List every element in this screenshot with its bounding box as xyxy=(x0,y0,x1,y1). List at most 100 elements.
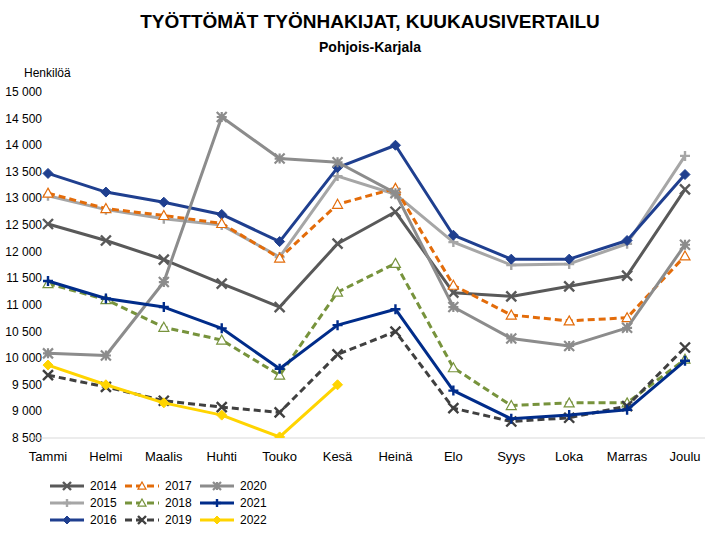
marker xyxy=(680,151,690,161)
marker xyxy=(448,363,458,372)
marker xyxy=(333,287,343,296)
marker xyxy=(564,316,574,325)
series-2022 xyxy=(43,360,343,438)
x-tick-label: Syys xyxy=(497,449,526,464)
series-line xyxy=(48,332,685,422)
marker xyxy=(448,386,458,396)
legend-marker xyxy=(138,499,146,506)
series-line xyxy=(48,281,685,419)
marker xyxy=(159,302,169,312)
marker xyxy=(43,360,53,370)
legend-label: 2022 xyxy=(240,513,267,527)
marker xyxy=(275,252,285,262)
y-tick-label: 13 000 xyxy=(5,191,42,205)
series-2020 xyxy=(43,112,690,360)
marker xyxy=(43,348,53,358)
marker xyxy=(333,199,343,208)
y-axis-label: Henkilöä xyxy=(24,66,71,80)
marker xyxy=(275,253,285,262)
marker xyxy=(101,187,111,197)
y-tick-label: 10 500 xyxy=(5,325,42,339)
legend-marker xyxy=(213,499,221,507)
legend-marker xyxy=(63,516,71,524)
marker xyxy=(622,271,632,281)
marker xyxy=(43,276,53,286)
y-tick-label: 12 000 xyxy=(5,245,42,259)
marker xyxy=(564,341,574,351)
marker xyxy=(680,343,690,353)
marker xyxy=(333,320,343,330)
marker xyxy=(506,414,516,424)
legend-label: 2019 xyxy=(165,513,192,527)
marker xyxy=(101,236,111,246)
x-tick-label: Maalis xyxy=(145,449,183,464)
marker xyxy=(275,302,285,312)
plot-area xyxy=(43,112,690,438)
legend-label: 2018 xyxy=(165,496,192,510)
marker xyxy=(101,204,111,213)
marker xyxy=(390,207,400,217)
marker xyxy=(101,350,111,360)
marker xyxy=(159,210,169,219)
y-tick-label: 15 000 xyxy=(5,85,42,99)
series-line xyxy=(48,263,685,405)
marker xyxy=(159,398,169,408)
marker xyxy=(390,188,400,198)
x-tick-label: Loka xyxy=(555,449,584,464)
y-tick-label: 9 500 xyxy=(12,378,42,392)
y-tick-label: 10 000 xyxy=(5,351,42,365)
marker xyxy=(217,112,227,122)
marker xyxy=(680,184,690,194)
legend-label: 2015 xyxy=(90,496,117,510)
marker xyxy=(43,168,53,178)
y-tick-label: 9 000 xyxy=(12,404,42,418)
marker xyxy=(622,236,632,246)
marker xyxy=(506,401,516,410)
x-axis xyxy=(28,438,705,439)
marker xyxy=(680,240,690,250)
legend-marker xyxy=(63,482,71,490)
marker xyxy=(333,239,343,249)
x-tick-label: Elo xyxy=(444,449,463,464)
marker xyxy=(159,197,169,207)
marker xyxy=(217,323,227,333)
marker xyxy=(333,380,343,390)
x-tick-label: Joulu xyxy=(669,449,700,464)
marker xyxy=(506,254,516,264)
marker xyxy=(680,170,690,180)
tick-mark xyxy=(45,411,48,412)
marker xyxy=(564,254,574,264)
legend-marker xyxy=(138,482,146,489)
marker xyxy=(101,294,111,304)
marker xyxy=(333,349,343,359)
series-line xyxy=(48,156,685,265)
title: TYÖTTÖMÄT TYÖNHAKIJAT, KUUKAUSIVERTAILU xyxy=(140,11,600,32)
tick-mark xyxy=(45,331,48,332)
marker xyxy=(390,304,400,314)
y-tick-label: 13 500 xyxy=(5,165,42,179)
marker xyxy=(275,432,285,438)
series-line xyxy=(48,117,685,355)
marker xyxy=(448,403,458,413)
marker xyxy=(275,364,285,374)
y-tick-label: 11 500 xyxy=(6,271,42,285)
legend-marker xyxy=(63,499,71,507)
marker xyxy=(275,237,285,247)
marker xyxy=(101,380,111,390)
y-tick-label: 14 500 xyxy=(5,112,42,126)
x-tick-label: Helmi xyxy=(89,449,122,464)
marker xyxy=(622,323,632,333)
series-2018 xyxy=(43,258,690,409)
marker xyxy=(217,279,227,289)
marker xyxy=(159,255,169,265)
x-tick-label: Touko xyxy=(262,449,297,464)
marker xyxy=(622,405,632,415)
legend: 201420152016201720182019202020212022 xyxy=(50,479,267,527)
legend-label: 2016 xyxy=(90,513,117,527)
series-2016 xyxy=(43,140,690,264)
marker xyxy=(43,219,53,229)
legend-marker xyxy=(138,516,146,524)
x-tick-label: Heinä xyxy=(378,449,413,464)
y-tick-label: 14 000 xyxy=(5,138,42,152)
marker xyxy=(159,277,169,287)
